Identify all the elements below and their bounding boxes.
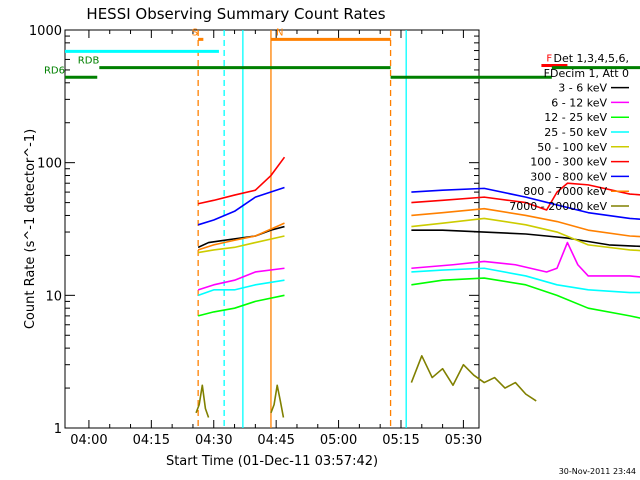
series-line [411, 217, 640, 252]
series-line [195, 384, 210, 418]
legend: Det 1,3,4,5,6, FDecim 1, Att 0 3 - 6 keV6 … [509, 52, 629, 213]
x-tick-label: 04:45 [257, 433, 294, 448]
legend-entry: 12 - 25 keV [544, 111, 607, 124]
series-line [197, 267, 285, 291]
series-line [411, 207, 640, 238]
series-line [411, 229, 640, 248]
footer-timestamp: 30-Nov-2011 23:44 [559, 467, 636, 476]
legend-entry: 300 - 800 keV [530, 170, 607, 183]
legend-entry: 50 - 100 keV [537, 141, 607, 154]
y-tick-label: 10 [45, 289, 62, 304]
y-tick-label: 1000 [29, 24, 62, 39]
series-line [197, 279, 285, 297]
flag-label: RDB [78, 56, 100, 67]
flag-label: F [546, 54, 552, 65]
y-tick-label: 100 [37, 157, 62, 172]
plot-frame [64, 29, 480, 429]
series-line [411, 267, 640, 294]
series-line [197, 294, 285, 317]
series-line [197, 222, 285, 251]
series-line [198, 235, 285, 254]
flag-label: N [276, 27, 283, 38]
x-tick-label: 05:15 [382, 433, 419, 448]
plot-area: HESSI Observing Summary Count Rates 1 10 10… [23, 5, 640, 469]
x-tick-label: 04:00 [70, 433, 107, 448]
flag-label: RD6 [44, 65, 65, 76]
series-line [411, 187, 640, 220]
y-axis-label: Count Rate (s^-1 detector^-1) [23, 129, 38, 329]
legend-header: FDecim 1, Att 0 [544, 67, 629, 80]
series-line [410, 355, 537, 402]
series-line [197, 156, 286, 205]
chart-title: HESSI Observing Summary Count Rates [86, 5, 385, 23]
x-tick-label: 05:30 [445, 433, 482, 448]
series-line [197, 225, 285, 249]
legend-entry: 25 - 50 keV [544, 126, 607, 139]
series-line [411, 277, 640, 319]
series-line [197, 186, 285, 226]
legend-entry: 7000 - 20000 keV [509, 200, 607, 213]
y-tick-label: 1 [54, 422, 62, 437]
legend-entry: 6 - 12 keV [551, 96, 607, 109]
x-axis-label: Start Time (01-Dec-11 03:57:42) [166, 454, 378, 469]
series-line [411, 182, 640, 211]
series-line [270, 384, 285, 418]
flag-label: S [192, 27, 198, 38]
x-tick-label: 05:00 [320, 433, 357, 448]
legend-header: Det 1,3,4,5,6, [553, 52, 629, 65]
x-tick-label: 04:15 [133, 433, 170, 448]
series-line [411, 241, 640, 278]
x-tick-label: 04:30 [195, 433, 232, 448]
legend-entry: 3 - 6 keV [558, 82, 607, 95]
legend-entry: 100 - 300 keV [530, 156, 607, 169]
legend-entry: 800 - 7000 keV [523, 185, 607, 198]
